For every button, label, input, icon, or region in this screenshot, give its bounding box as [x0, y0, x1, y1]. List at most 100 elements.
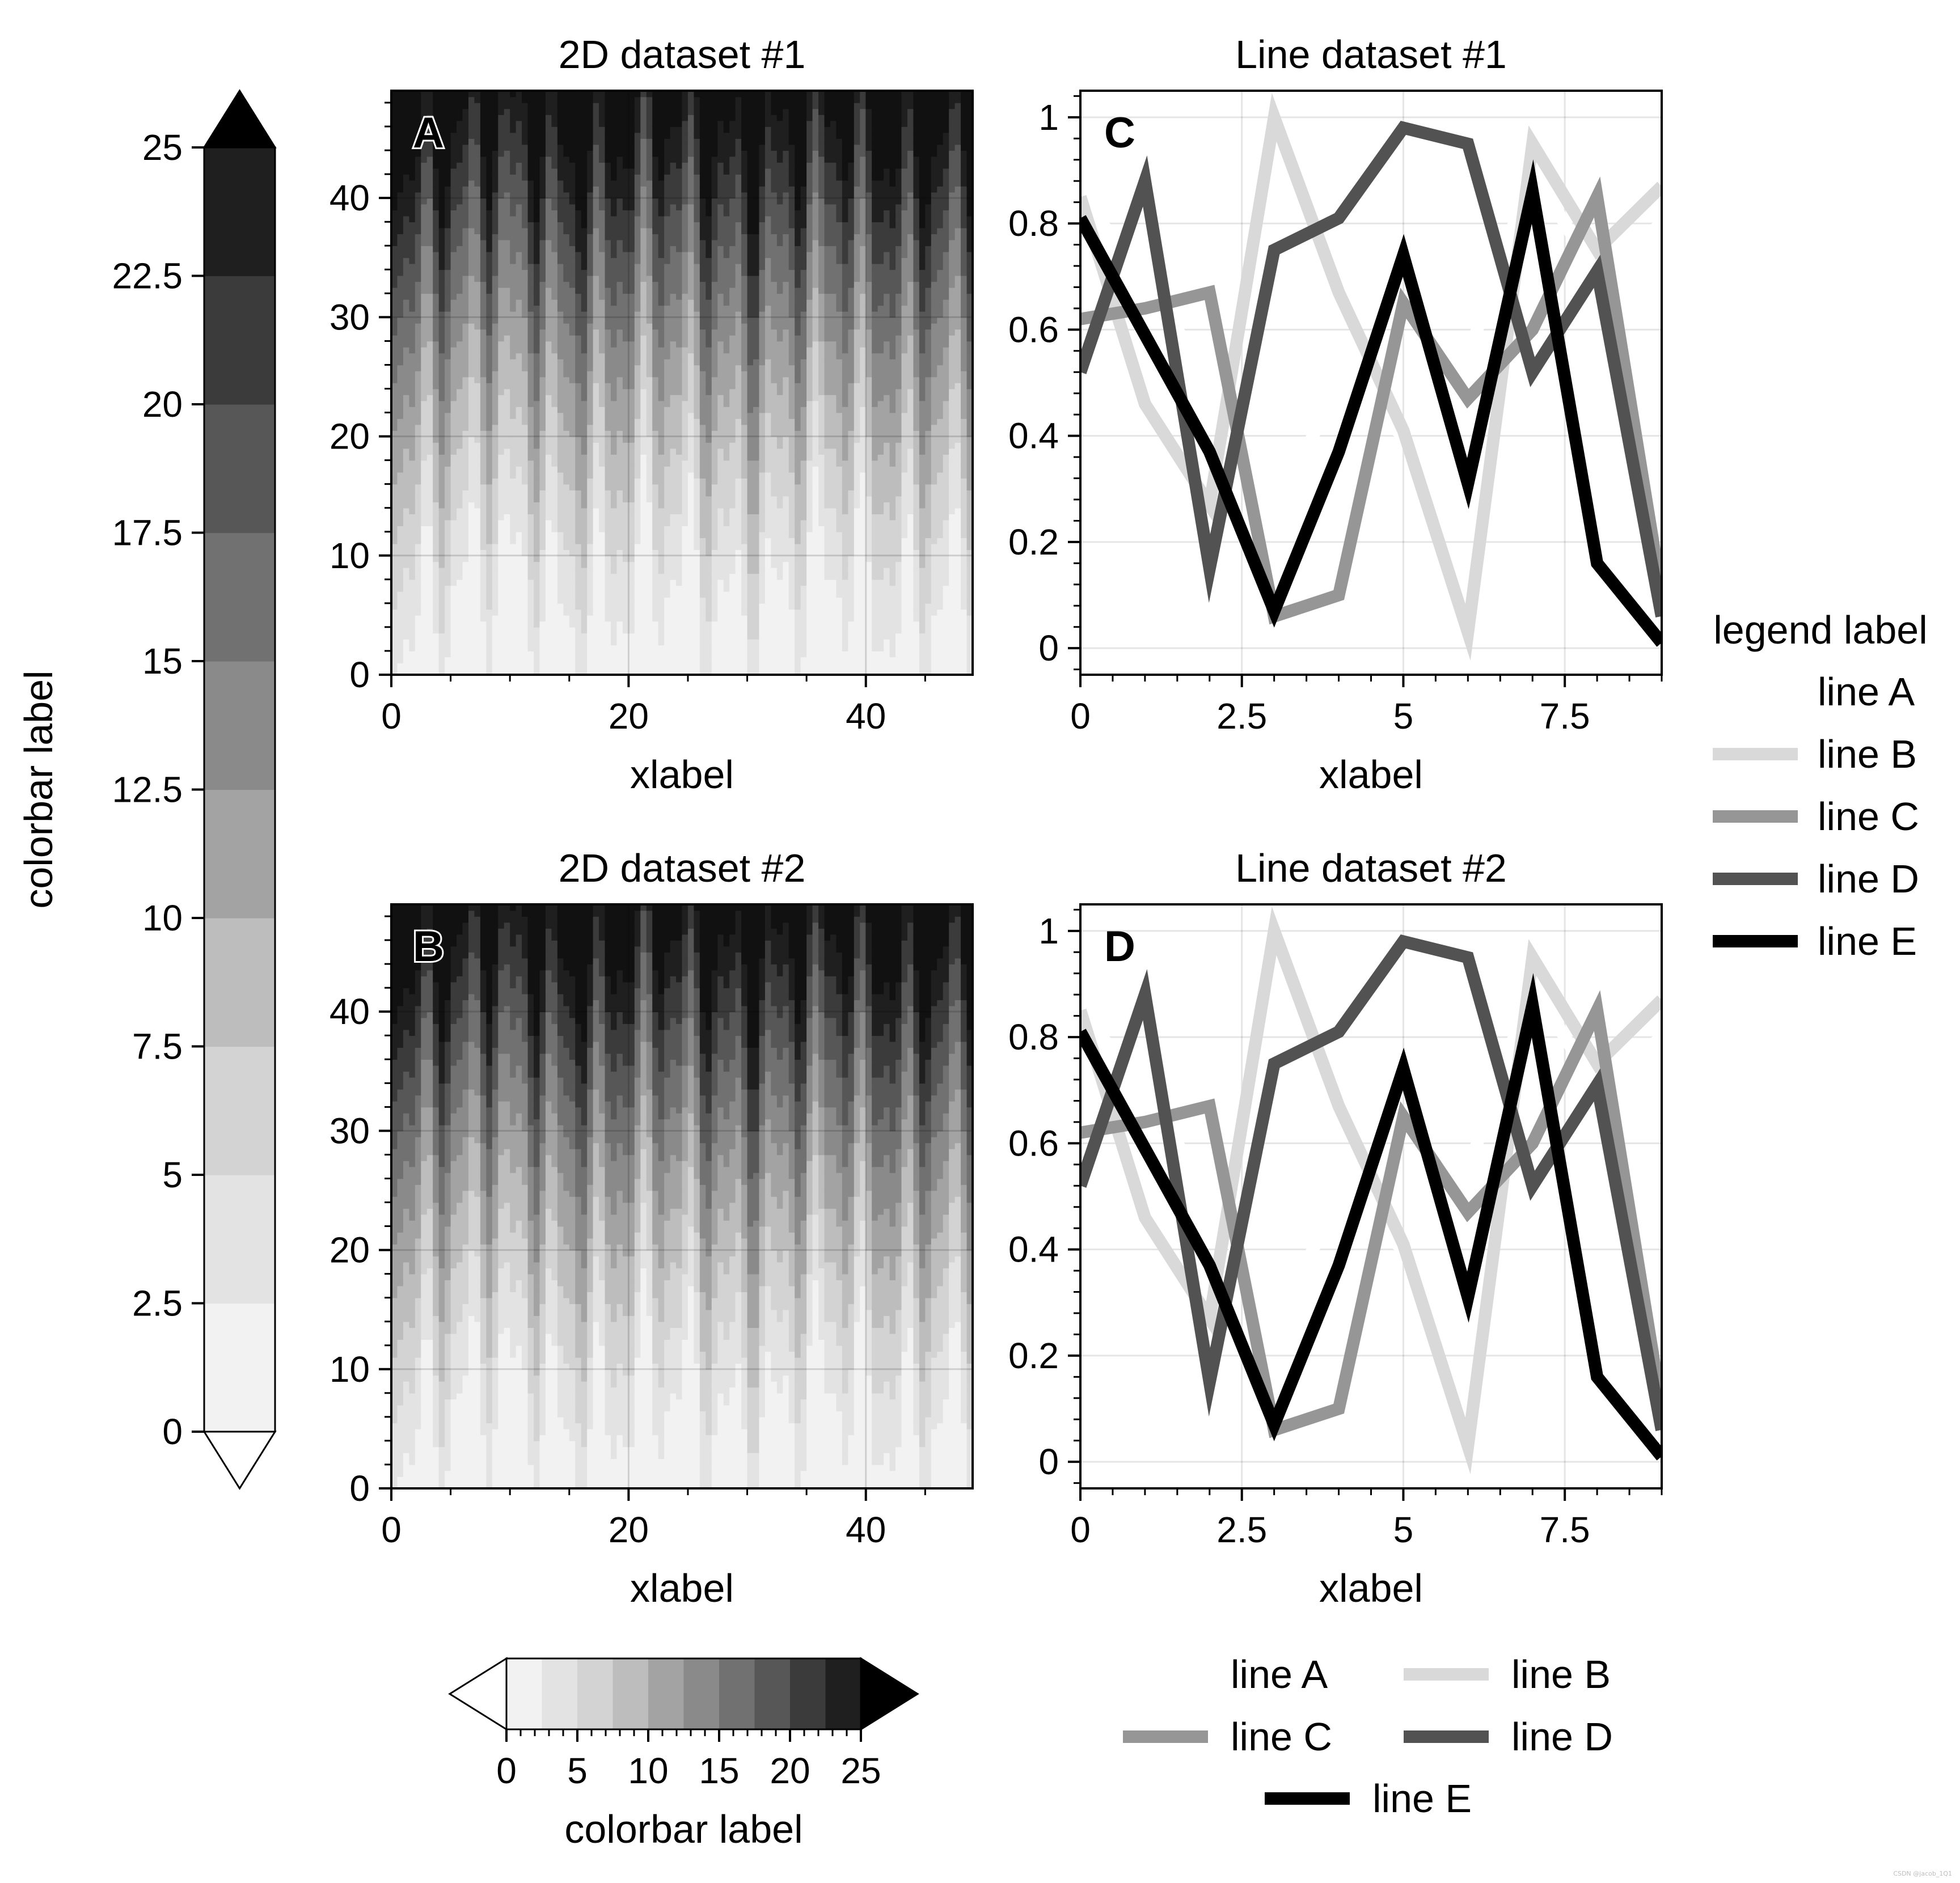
contour-cell — [569, 519, 576, 527]
contour-cell — [593, 603, 599, 610]
contour-cell — [682, 579, 688, 586]
contour-cell — [616, 138, 623, 145]
contour-cell — [670, 210, 677, 217]
contour-cell — [646, 460, 653, 467]
contour-cell — [610, 543, 618, 551]
contour-cell — [409, 246, 416, 252]
contour-cell — [616, 638, 623, 646]
contour-cell — [563, 269, 570, 276]
contour-cell — [462, 150, 469, 157]
contour-cell — [426, 198, 434, 205]
contour-cell — [563, 234, 570, 240]
contour-cell — [403, 418, 410, 425]
contour-cell — [504, 519, 510, 527]
contour-cell — [445, 234, 451, 240]
contour-cell — [652, 407, 659, 413]
contour-cell — [640, 502, 647, 509]
contour-cell — [557, 246, 564, 252]
contour-cell — [516, 234, 522, 240]
contour-cell — [676, 383, 683, 390]
contour-cell — [658, 531, 665, 539]
contour-cell — [492, 174, 499, 181]
contour-cell — [486, 496, 493, 502]
contour-cell — [551, 668, 558, 675]
contour-cell — [426, 645, 434, 651]
contour-cell — [450, 567, 457, 574]
contour-cell — [575, 341, 582, 348]
contour-cell — [605, 436, 611, 443]
contour-cell — [433, 395, 440, 401]
contour-cell — [605, 662, 611, 670]
contour-cell — [682, 561, 688, 568]
contour-cell — [450, 329, 457, 336]
contour-cell — [658, 627, 665, 634]
contour-cell — [468, 603, 475, 610]
contour-cell — [658, 424, 665, 431]
contour-cell — [534, 543, 540, 551]
contour-cell — [445, 567, 451, 574]
contour-cell — [522, 466, 529, 473]
contour-cell — [682, 460, 688, 467]
contour-cell — [403, 269, 410, 276]
contour-cell — [527, 633, 534, 640]
contour-cell — [551, 507, 558, 515]
contour-cell — [457, 257, 463, 264]
contour-cell — [610, 448, 618, 455]
contour-cell — [468, 346, 475, 354]
contour-cell — [652, 603, 659, 610]
contour-cell — [534, 96, 540, 103]
contour-cell — [480, 662, 487, 670]
contour-cell — [522, 603, 529, 610]
contour-cell — [628, 597, 635, 604]
contour-cell — [587, 526, 594, 532]
contour-cell — [676, 454, 683, 461]
contour-cell — [486, 120, 493, 127]
contour-cell — [397, 609, 404, 616]
contour-cell — [599, 263, 606, 270]
contour-cell — [527, 287, 534, 294]
contour-cell — [646, 418, 653, 425]
contour-cell — [397, 573, 404, 580]
contour-cell — [664, 263, 671, 270]
contour-cell — [510, 108, 517, 115]
contour-cell — [670, 603, 677, 610]
contour-cell — [403, 305, 410, 312]
contour-cell — [616, 442, 623, 449]
contour-cell — [445, 246, 451, 252]
contour-cell — [545, 287, 552, 294]
contour-cell — [492, 400, 499, 407]
contour-cell — [516, 287, 522, 294]
contour-cell — [682, 96, 688, 103]
contour-cell — [563, 603, 570, 610]
contour-cell — [522, 263, 529, 270]
contour-cell — [652, 567, 659, 574]
contour-cell — [581, 466, 588, 473]
contour-cell — [426, 442, 434, 449]
contour-cell — [438, 531, 445, 539]
contour-cell — [504, 126, 510, 133]
contour-cell — [646, 436, 653, 443]
contour-cell — [450, 293, 457, 300]
contour-cell — [687, 115, 695, 121]
contour-cell — [403, 198, 410, 205]
contour-cell — [676, 400, 683, 407]
contour-cell — [676, 126, 683, 133]
contour-cell — [486, 150, 493, 157]
contour-cell — [498, 358, 505, 366]
contour-cell — [640, 358, 647, 366]
contour-cell — [527, 215, 534, 223]
contour-cell — [610, 496, 618, 502]
contour-cell — [551, 174, 558, 181]
contour-cell — [593, 573, 599, 580]
contour-cell — [646, 335, 653, 342]
contour-cell — [409, 126, 416, 133]
contour-cell — [557, 215, 564, 223]
contour-cell — [610, 311, 618, 318]
contour-cell — [409, 531, 416, 539]
contour-cell — [545, 579, 552, 586]
contour-cell — [687, 657, 695, 663]
contour-cell — [438, 341, 445, 348]
contour-cell — [498, 341, 505, 348]
contour-cell — [522, 383, 529, 390]
contour-cell — [445, 275, 451, 282]
